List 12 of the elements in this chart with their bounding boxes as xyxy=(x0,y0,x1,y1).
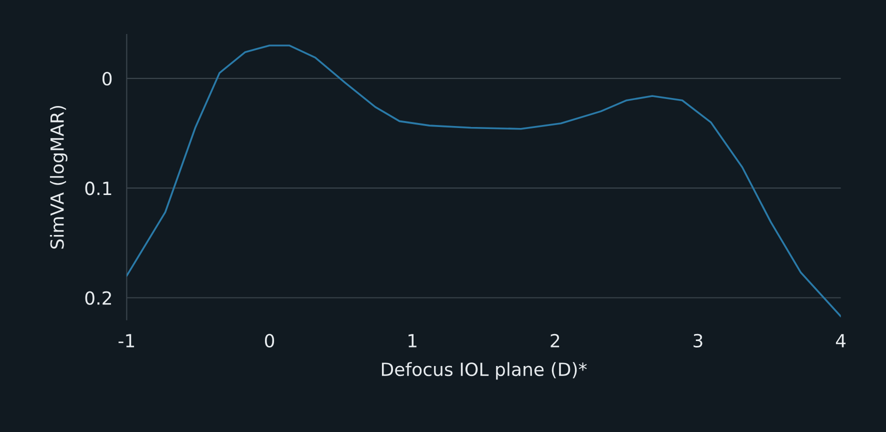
x-tick-label: 4 xyxy=(836,334,846,348)
x-tick-label: -1 xyxy=(118,334,134,348)
x-tick-label: 3 xyxy=(694,334,702,348)
y-axis-title: SimVA (logMAR) xyxy=(50,106,68,249)
x-tick-label: 1 xyxy=(408,334,416,348)
x-tick-label: 0 xyxy=(264,334,274,348)
x-tick-label: 2 xyxy=(550,334,560,348)
x-axis-title: Defocus IOL plane (D)* xyxy=(382,362,587,380)
line-series xyxy=(126,44,841,318)
y-tick-label: 0 xyxy=(102,72,112,86)
y-tick-label: 0.1 xyxy=(85,182,112,196)
y-tick-label: 0.2 xyxy=(85,291,111,305)
